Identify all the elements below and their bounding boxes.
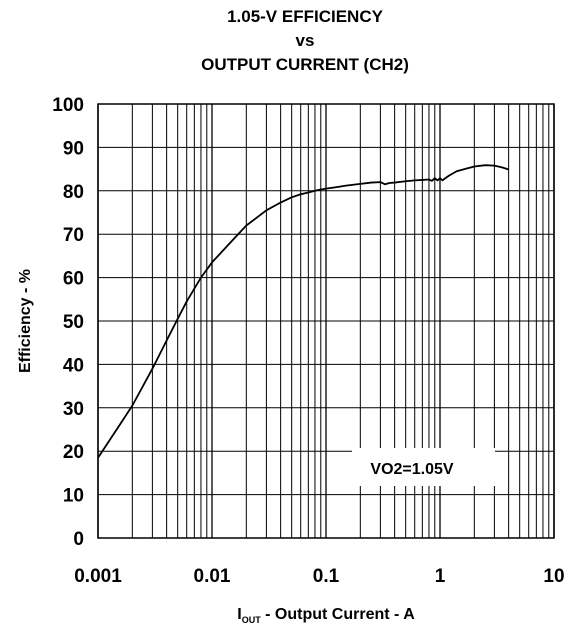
x-axis-title: IOUT - Output Current - A — [237, 606, 415, 625]
chart-title: 1.05-V EFFICIENCY vs OUTPUT CURRENT (CH2) — [201, 7, 409, 74]
y-tick-label: 20 — [63, 442, 84, 463]
y-tick-label: 100 — [52, 95, 84, 116]
tick-labels: 0 10 20 30 40 50 60 70 80 90 100 0.001 0.01 0.1 1 10 — [52, 95, 564, 587]
axis-titles: IOUT - Output Current - A Efficiency - % — [17, 269, 415, 625]
y-axis-title: Efficiency - % — [17, 269, 34, 373]
y-tick-label: 10 — [63, 486, 84, 507]
series-group — [97, 164, 509, 459]
x-tick-label: 0.01 — [194, 566, 231, 587]
y-tick-label: 70 — [63, 225, 84, 246]
y-tick-label: 30 — [63, 399, 84, 420]
y-tick-label: 90 — [63, 138, 84, 159]
annotation-label: VO2=1.05V — [370, 461, 454, 478]
series-line-0 — [97, 164, 509, 459]
x-tick-label: 0.1 — [313, 566, 340, 587]
y-tick-label: 50 — [63, 312, 84, 333]
x-tick-label: 0.001 — [74, 566, 122, 587]
chart-title-line: 1.05-V EFFICIENCY — [227, 7, 384, 26]
y-tick-label: 80 — [63, 182, 84, 203]
x-axis-title-subscript: OUT — [242, 615, 262, 625]
y-tick-label: 60 — [63, 269, 84, 290]
x-tick-label: 10 — [543, 566, 564, 587]
y-tick-label: 40 — [63, 355, 84, 376]
x-axis-title-symbol: I — [237, 606, 241, 623]
y-tick-label: 0 — [73, 529, 84, 550]
plot-frame — [97, 103, 555, 539]
x-axis-title-text: - Output Current - A — [261, 606, 415, 623]
annotation-box — [352, 448, 495, 486]
chart-title-line: vs — [296, 31, 315, 50]
annotation-group: VO2=1.05V — [352, 448, 495, 486]
chart-title-line: OUTPUT CURRENT (CH2) — [201, 55, 409, 74]
x-tick-label: 1 — [435, 566, 446, 587]
